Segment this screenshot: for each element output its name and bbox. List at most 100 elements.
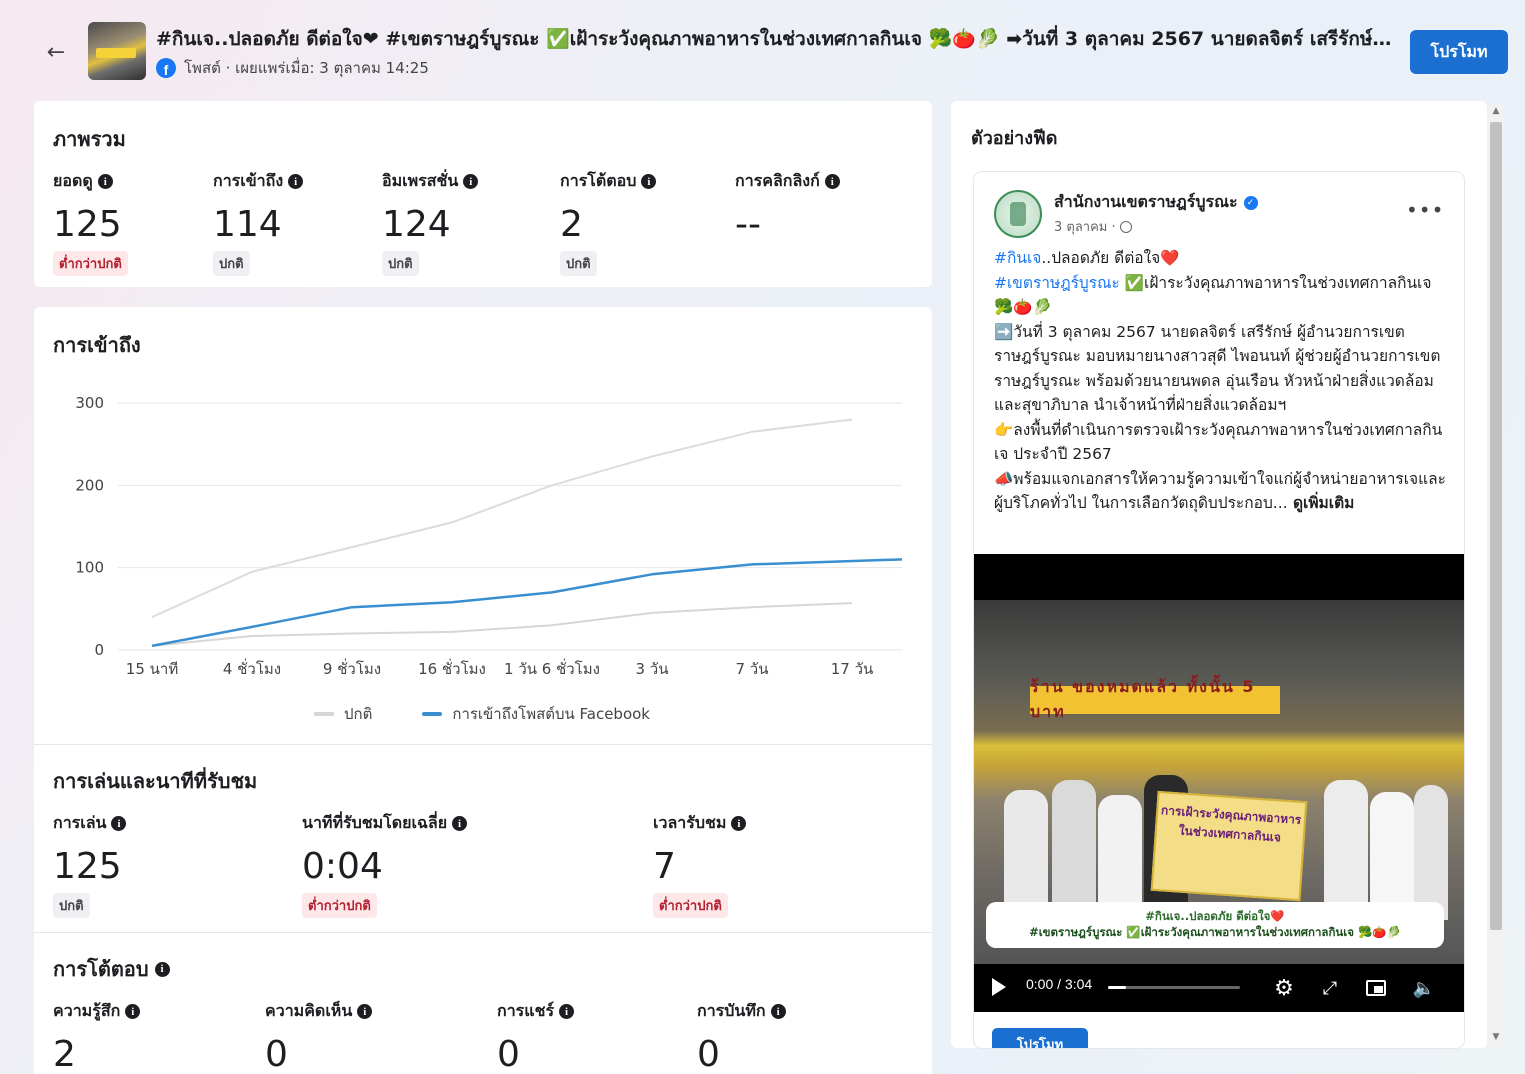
status-badge: ปกติ <box>53 893 90 918</box>
metric-label-text: การบันทึก <box>697 1001 766 1020</box>
legend-facebook-label: การเข้าถึงโพสต์บน Facebook <box>452 705 650 723</box>
metric-playback-1: นาทีที่รับชมโดยเฉลี่ย i 0:04 ต่ำกว่าปกติ <box>302 811 468 918</box>
x-tick-label: 15 นาที <box>126 660 178 678</box>
more-options-icon[interactable]: ••• <box>1406 198 1445 222</box>
hashtag-link[interactable]: #เขตราษฎร์บูรณะ <box>994 273 1120 292</box>
info-icon[interactable]: i <box>641 174 657 189</box>
post-paragraph: ➡️วันที่ 3 ตุลาคม 2567 นายดลจิตร์ เสรีรั… <box>994 322 1441 415</box>
metric-label: การโต้ตอบ i <box>560 169 657 194</box>
mute-speaker-icon[interactable]: 🔈 <box>1412 977 1436 999</box>
person-figure <box>1414 785 1448 920</box>
picture-in-picture-icon[interactable] <box>1362 974 1390 1002</box>
metric-overview-4: การคลิกลิงก์ i -- <box>735 169 840 245</box>
metric-label: การเข้าถึง i <box>213 169 304 194</box>
info-icon[interactable]: i <box>125 1004 141 1019</box>
info-icon[interactable]: i <box>452 816 468 831</box>
metric-value: -- <box>735 204 761 245</box>
metric-label-text: การแชร์ <box>497 1001 555 1020</box>
people-in-video <box>994 750 1448 920</box>
post-text: ✅เฝ้าระวังคุณภาพอาหารในช่วงเทศกาลกินเจ 🥦… <box>994 273 1432 317</box>
status-badge: ปกติ <box>213 251 250 276</box>
metric-label-text: การโต้ตอบ <box>560 171 637 190</box>
info-icon[interactable]: i <box>357 1004 373 1019</box>
info-icon[interactable]: i <box>824 174 840 189</box>
info-icon[interactable]: i <box>97 174 113 189</box>
interactions-heading: การโต้ตอบ i <box>53 953 170 985</box>
scroll-down-arrow-icon[interactable]: ▼ <box>1492 1032 1500 1042</box>
metric-label: ความรู้สึก i <box>53 999 141 1024</box>
status-badge: ปกติ <box>560 251 597 276</box>
metric-label: เวลารับชม i <box>653 811 747 836</box>
metric-value: 0 <box>265 1034 288 1074</box>
metric-overview-2: อิมเพรสชั่น i 124 ปกติ <box>382 169 479 276</box>
metric-label: ยอดดู i <box>53 169 128 194</box>
interactions-title: การโต้ตอบ <box>53 957 149 981</box>
post-date-text: 3 ตุลาคม · <box>1054 220 1116 235</box>
facebook-icon: f <box>156 58 176 78</box>
post-date: 3 ตุลาคม · <box>1054 216 1132 237</box>
feed-post: สำนักงานเขตราษฎร์บูรณะ ✓ 3 ตุลาคม · ••• … <box>974 172 1464 1048</box>
back-arrow-icon[interactable]: ← <box>46 39 66 65</box>
metric-value: 2 <box>53 1034 76 1074</box>
metric-interactions-2: การแชร์ i 0 <box>497 999 575 1074</box>
divider <box>34 744 932 745</box>
page-name[interactable]: สำนักงานเขตราษฎร์บูรณะ ✓ <box>1054 190 1258 215</box>
x-tick-label: 7 วัน <box>736 660 769 678</box>
metric-label-text: ความรู้สึก <box>53 1001 121 1020</box>
post-line-2: #เขตราษฎร์บูรณะ ✅เฝ้าระวังคุณภาพอาหารในช… <box>994 271 1446 320</box>
x-tick-label: 17 วัน <box>831 660 874 678</box>
x-tick-label: 16 ชั่วโมง <box>418 658 486 678</box>
reach-title: การเข้าถึง <box>53 333 141 357</box>
scroll-up-arrow-icon[interactable]: ▲ <box>1492 106 1500 116</box>
person-figure <box>1004 790 1048 920</box>
verified-badge-icon: ✓ <box>1243 195 1258 210</box>
info-icon[interactable]: i <box>111 816 127 831</box>
info-icon[interactable]: i <box>463 174 479 189</box>
info-icon[interactable]: i <box>770 1004 786 1019</box>
metric-value: 0:04 <box>302 846 383 887</box>
fullscreen-icon[interactable]: ⤢ <box>1322 977 1338 999</box>
play-icon[interactable] <box>992 978 1006 996</box>
chart-legend: ปกติ การเข้าถึงโพสต์บน Facebook <box>314 702 650 726</box>
metric-label-text: การเข้าถึง <box>213 171 284 190</box>
info-icon[interactable]: i <box>559 1004 575 1019</box>
scrollbar-thumb[interactable] <box>1490 122 1502 930</box>
video-frame[interactable]: ร้าน ของหมดแล้ว ทั้งนั้น 5 บาท การเฝ้าระ… <box>974 600 1464 964</box>
reach-card: การเข้าถึง 0 100 200 300 15 นาที 4 ชั่วโมง 9 ช… <box>34 307 932 1074</box>
feed-promote-button[interactable]: โปรโมท <box>992 1028 1088 1048</box>
settings-gear-icon[interactable]: ⚙ <box>1274 975 1294 1001</box>
page-avatar[interactable] <box>994 190 1042 238</box>
x-tick-label: 3 วัน <box>636 660 669 678</box>
metric-label: นาทีที่รับชมโดยเฉลี่ย i <box>302 811 468 836</box>
video-progress-bar[interactable] <box>1108 986 1240 989</box>
video-player[interactable]: ร้าน ของหมดแล้ว ทั้งนั้น 5 บาท การเฝ้าระ… <box>974 554 1464 1012</box>
legend-facebook-swatch <box>422 712 443 716</box>
playback-title: การเล่นและนาทีที่รับชม <box>53 769 258 793</box>
metric-overview-3: การโต้ตอบ i 2 ปกติ <box>560 169 657 276</box>
metric-value: 124 <box>382 204 451 245</box>
metric-label-text: นาทีที่รับชมโดยเฉลี่ย <box>302 813 448 832</box>
status-badge: ต่ำกว่าปกติ <box>653 893 728 918</box>
info-icon[interactable]: i <box>731 816 747 831</box>
metric-label: การเล่น i <box>53 811 127 836</box>
see-more-link[interactable]: ดูเพิ่มเติม <box>1287 494 1355 512</box>
metric-label: การแชร์ i <box>497 999 575 1024</box>
info-icon[interactable]: i <box>154 961 170 977</box>
promote-button[interactable]: โปรโมท <box>1410 30 1508 74</box>
metric-interactions-3: การบันทึก i 0 <box>697 999 786 1074</box>
y-tick-label: 100 <box>75 559 104 577</box>
metric-playback-0: การเล่น i 125 ปกติ <box>53 811 127 918</box>
post-line-1: #กินเจ..ปลอดภัย ดีต่อใจ❤️ <box>994 246 1446 271</box>
post-header: ← #กินเจ..ปลอดภัย ดีต่อใจ❤ #เขตราษฎร์บูร… <box>0 0 1525 96</box>
series-line-facebook <box>151 558 903 648</box>
y-tick-label: 200 <box>75 476 104 494</box>
overview-title: ภาพรวม <box>53 127 126 151</box>
divider <box>34 932 932 933</box>
metric-value: 0 <box>497 1034 520 1074</box>
post-meta: f โพสต์ · เผยแพร่เมื่อ: 3 ตุลาคม 14:25 <box>156 56 429 80</box>
metric-value: 125 <box>53 204 122 245</box>
info-icon[interactable]: i <box>288 174 304 189</box>
hashtag-link[interactable]: #กินเจ <box>994 249 1042 267</box>
person-figure <box>1370 792 1414 920</box>
person-figure <box>1052 780 1096 920</box>
